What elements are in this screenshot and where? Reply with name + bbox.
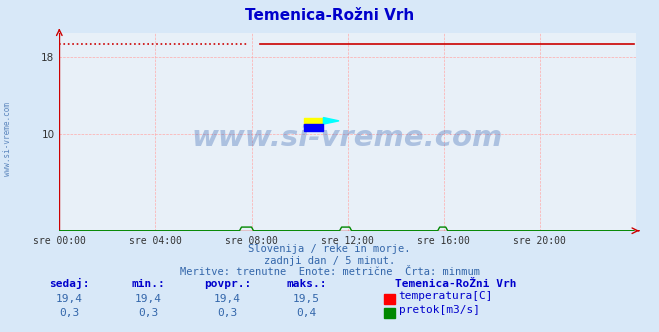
- Text: 19,4: 19,4: [135, 294, 161, 304]
- Text: www.si-vreme.com: www.si-vreme.com: [192, 124, 503, 152]
- Text: maks.:: maks.:: [286, 279, 327, 289]
- Text: Temenica-Rožni Vrh: Temenica-Rožni Vrh: [245, 8, 414, 23]
- Text: Meritve: trenutne  Enote: metrične  Črta: minmum: Meritve: trenutne Enote: metrične Črta: …: [179, 267, 480, 277]
- Text: zadnji dan / 5 minut.: zadnji dan / 5 minut.: [264, 256, 395, 266]
- Text: 0,4: 0,4: [297, 308, 316, 318]
- Text: 19,4: 19,4: [56, 294, 82, 304]
- FancyBboxPatch shape: [304, 124, 324, 130]
- Text: pretok[m3/s]: pretok[m3/s]: [399, 305, 480, 315]
- FancyBboxPatch shape: [304, 118, 324, 124]
- Text: Temenica-RoŽni Vrh: Temenica-RoŽni Vrh: [395, 279, 517, 289]
- Text: temperatura[C]: temperatura[C]: [399, 291, 493, 301]
- Text: sedaj:: sedaj:: [49, 278, 90, 289]
- Text: 0,3: 0,3: [217, 308, 237, 318]
- Text: 19,5: 19,5: [293, 294, 320, 304]
- Text: povpr.:: povpr.:: [204, 279, 251, 289]
- Text: min.:: min.:: [131, 279, 165, 289]
- Text: www.si-vreme.com: www.si-vreme.com: [3, 103, 13, 176]
- Polygon shape: [324, 118, 339, 124]
- Text: 0,3: 0,3: [59, 308, 79, 318]
- Text: 19,4: 19,4: [214, 294, 241, 304]
- Text: Slovenija / reke in morje.: Slovenija / reke in morje.: [248, 244, 411, 254]
- Text: 0,3: 0,3: [138, 308, 158, 318]
